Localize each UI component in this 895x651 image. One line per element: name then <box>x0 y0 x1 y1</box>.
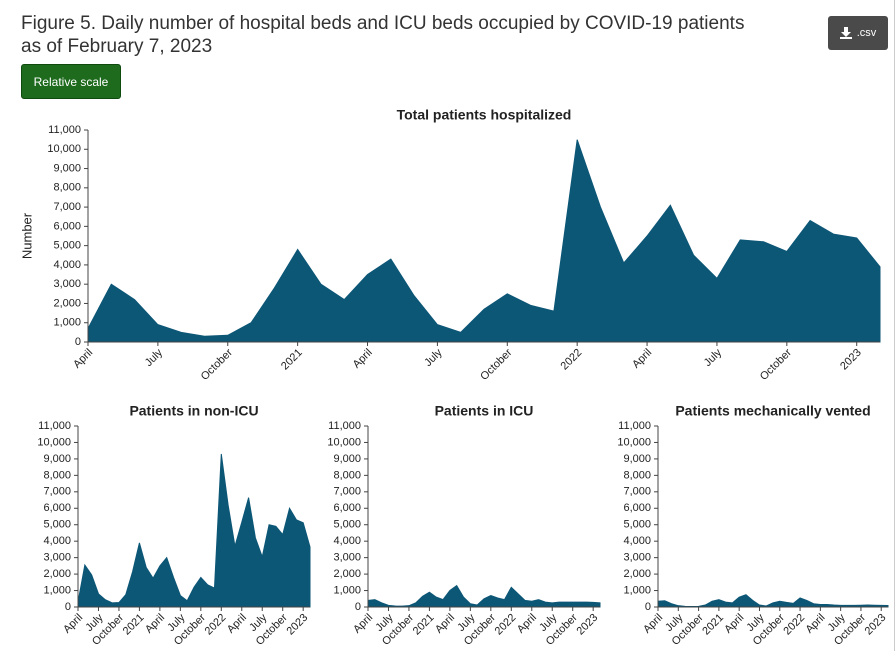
y-tick-label: 2,000 <box>53 297 81 309</box>
y-tick-label: 6,000 <box>623 502 651 514</box>
x-tick-label: 2021 <box>121 612 147 638</box>
y-tick-label: 7,000 <box>53 201 81 213</box>
x-tick-label: April <box>225 612 249 636</box>
x-tick-label: 2022 <box>559 347 585 373</box>
y-tick-label: 0 <box>355 601 361 613</box>
chart-title: Patients in ICU <box>435 403 534 419</box>
relative-scale-button[interactable]: Relative scale <box>21 64 121 99</box>
y-tick-label: 3,000 <box>333 552 361 564</box>
y-tick-label: 7,000 <box>623 486 651 498</box>
y-tick-label: 8,000 <box>623 469 651 481</box>
x-tick-label: 2021 <box>700 612 726 638</box>
x-tick-label: April <box>433 612 457 636</box>
y-tick-label: 2,000 <box>333 568 361 580</box>
x-tick-label: 2021 <box>411 612 437 638</box>
y-tick-label: 10,000 <box>327 436 361 448</box>
chart-title: Total patients hospitalized <box>397 107 572 123</box>
x-tick-label: July <box>422 346 445 369</box>
figure-title: Figure 5. Daily number of hospital beds … <box>21 13 745 57</box>
y-tick-label: 9,000 <box>623 453 651 465</box>
x-tick-label: 2023 <box>838 347 864 373</box>
x-tick-label: April <box>515 612 539 636</box>
y-tick-label: 0 <box>75 336 81 348</box>
y-tick-label: 5,000 <box>333 519 361 531</box>
x-tick-label: 2023 <box>285 612 311 638</box>
y-tick-label: 6,000 <box>333 502 361 514</box>
y-tick-label: 9,000 <box>53 162 81 174</box>
y-tick-label: 0 <box>65 601 71 613</box>
x-tick-label: April <box>630 347 654 371</box>
x-tick-label: 2022 <box>781 612 807 638</box>
x-tick-label: 2023 <box>575 612 601 638</box>
y-tick-label: 2,000 <box>43 568 71 580</box>
x-tick-label: October <box>199 346 235 382</box>
y-tick-label: 8,000 <box>333 469 361 481</box>
y-tick-label: 3,000 <box>623 552 651 564</box>
y-tick-label: 10,000 <box>617 436 651 448</box>
y-tick-label: 2,000 <box>623 568 651 580</box>
csv-button[interactable]: .csv <box>828 16 888 50</box>
area <box>367 584 601 608</box>
y-tick-label: 11,000 <box>328 420 361 432</box>
y-tick-label: 11,000 <box>48 124 81 136</box>
y-tick-label: 9,000 <box>333 453 361 465</box>
chart-title: Patients mechanically vented <box>675 403 870 419</box>
y-tick-label: 9,000 <box>43 453 71 465</box>
y-tick-label: 4,000 <box>53 259 81 271</box>
x-tick-label: July <box>702 346 725 369</box>
y-tick-label: 6,000 <box>53 220 81 232</box>
area <box>87 139 881 343</box>
area <box>77 453 311 608</box>
x-tick-label: April <box>722 612 746 636</box>
y-tick-label: 3,000 <box>43 552 71 564</box>
x-tick-label: 2023 <box>863 612 889 638</box>
x-tick-label: July <box>143 346 166 369</box>
y-tick-label: 6,000 <box>43 502 71 514</box>
y-tick-label: 7,000 <box>43 486 71 498</box>
y-tick-label: 8,000 <box>43 469 71 481</box>
y-tick-label: 5,000 <box>43 519 71 531</box>
y-axis-label: Number <box>19 212 34 259</box>
y-tick-label: 1,000 <box>333 584 361 596</box>
download-icon <box>839 27 852 39</box>
y-tick-label: 4,000 <box>43 535 71 547</box>
x-tick-label: October <box>758 346 794 382</box>
y-tick-label: 10,000 <box>47 143 81 155</box>
x-tick-label: 2022 <box>493 612 519 638</box>
y-tick-label: 4,000 <box>333 535 361 547</box>
area <box>657 594 889 608</box>
y-tick-label: 1,000 <box>43 584 71 596</box>
y-tick-label: 4,000 <box>623 535 651 547</box>
x-tick-label: April <box>143 612 167 636</box>
y-tick-label: 0 <box>645 601 651 613</box>
x-tick-label: April <box>351 612 375 636</box>
x-tick-label: October <box>478 346 514 382</box>
x-tick-label: April <box>71 347 95 371</box>
x-tick-label: April <box>61 612 85 636</box>
y-tick-label: 1,000 <box>623 584 651 596</box>
y-tick-label: 11,000 <box>38 420 71 432</box>
y-tick-label: 11,000 <box>618 420 651 432</box>
y-tick-label: 5,000 <box>53 240 81 252</box>
x-tick-label: April <box>803 612 827 636</box>
csv-label: .csv <box>856 27 877 39</box>
y-tick-label: 1,000 <box>53 317 81 329</box>
chart-title: Patients in non-ICU <box>129 403 258 419</box>
x-tick-label: 2021 <box>279 347 305 373</box>
x-tick-label: April <box>641 612 665 636</box>
y-tick-label: 5,000 <box>623 519 651 531</box>
y-tick-label: 10,000 <box>37 436 71 448</box>
y-tick-label: 7,000 <box>333 486 361 498</box>
y-tick-label: 8,000 <box>53 182 81 194</box>
y-tick-label: 3,000 <box>53 278 81 290</box>
x-tick-label: 2022 <box>203 612 229 638</box>
x-tick-label: April <box>351 347 375 371</box>
